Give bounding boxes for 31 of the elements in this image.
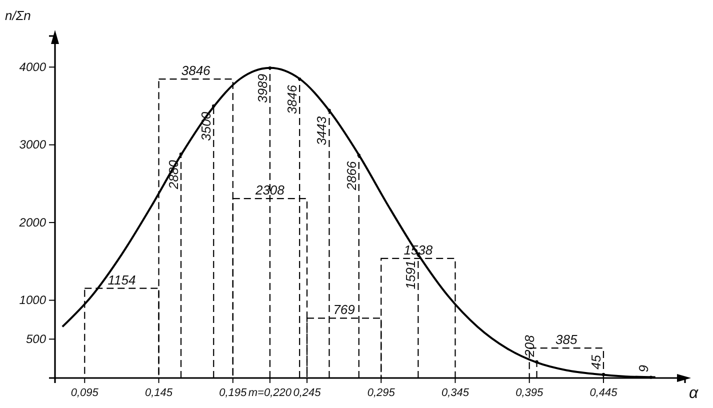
data-label: 3989 <box>254 74 270 103</box>
y-tick-label: 500 <box>26 332 46 346</box>
y-axis-title: n/Σn <box>5 8 31 23</box>
x-tick-label: 0,245 <box>293 386 322 399</box>
x-tick-label: 0,445 <box>590 386 618 399</box>
x-tick-label: 0,145 <box>145 386 174 399</box>
data-label: 3443 <box>314 116 330 146</box>
data-label: 3846 <box>284 84 300 114</box>
y-tick-label: 1000 <box>19 293 46 308</box>
data-label: 385 <box>556 332 578 348</box>
data-label: 1591 <box>403 260 418 290</box>
data-label: 9 <box>636 365 651 372</box>
data-label: 3846 <box>181 63 212 78</box>
data-label: 3500 <box>198 111 214 141</box>
data-label: 2308 <box>254 182 286 198</box>
x-tick-label: 0,195 <box>219 386 248 399</box>
data-label: 1154 <box>108 272 136 288</box>
data-label: 2880 <box>166 159 181 190</box>
x-tick-label: 0,345 <box>441 386 470 399</box>
data-label: 2866 <box>344 160 359 192</box>
x-tick-label: m=0,220 <box>248 386 292 399</box>
x-tick-label: 0,295 <box>367 386 396 399</box>
x-axis-title: α <box>689 385 699 402</box>
y-tick-label: 3000 <box>19 138 46 152</box>
data-label: 45 <box>588 354 604 370</box>
x-tick-label: 0,095 <box>70 386 100 399</box>
y-tick-label: 2000 <box>18 215 46 230</box>
x-tick-label: 0,395 <box>516 386 544 399</box>
y-tick-label: 4000 <box>19 60 46 74</box>
data-label: 208 <box>522 334 537 358</box>
data-label: 769 <box>333 302 355 318</box>
